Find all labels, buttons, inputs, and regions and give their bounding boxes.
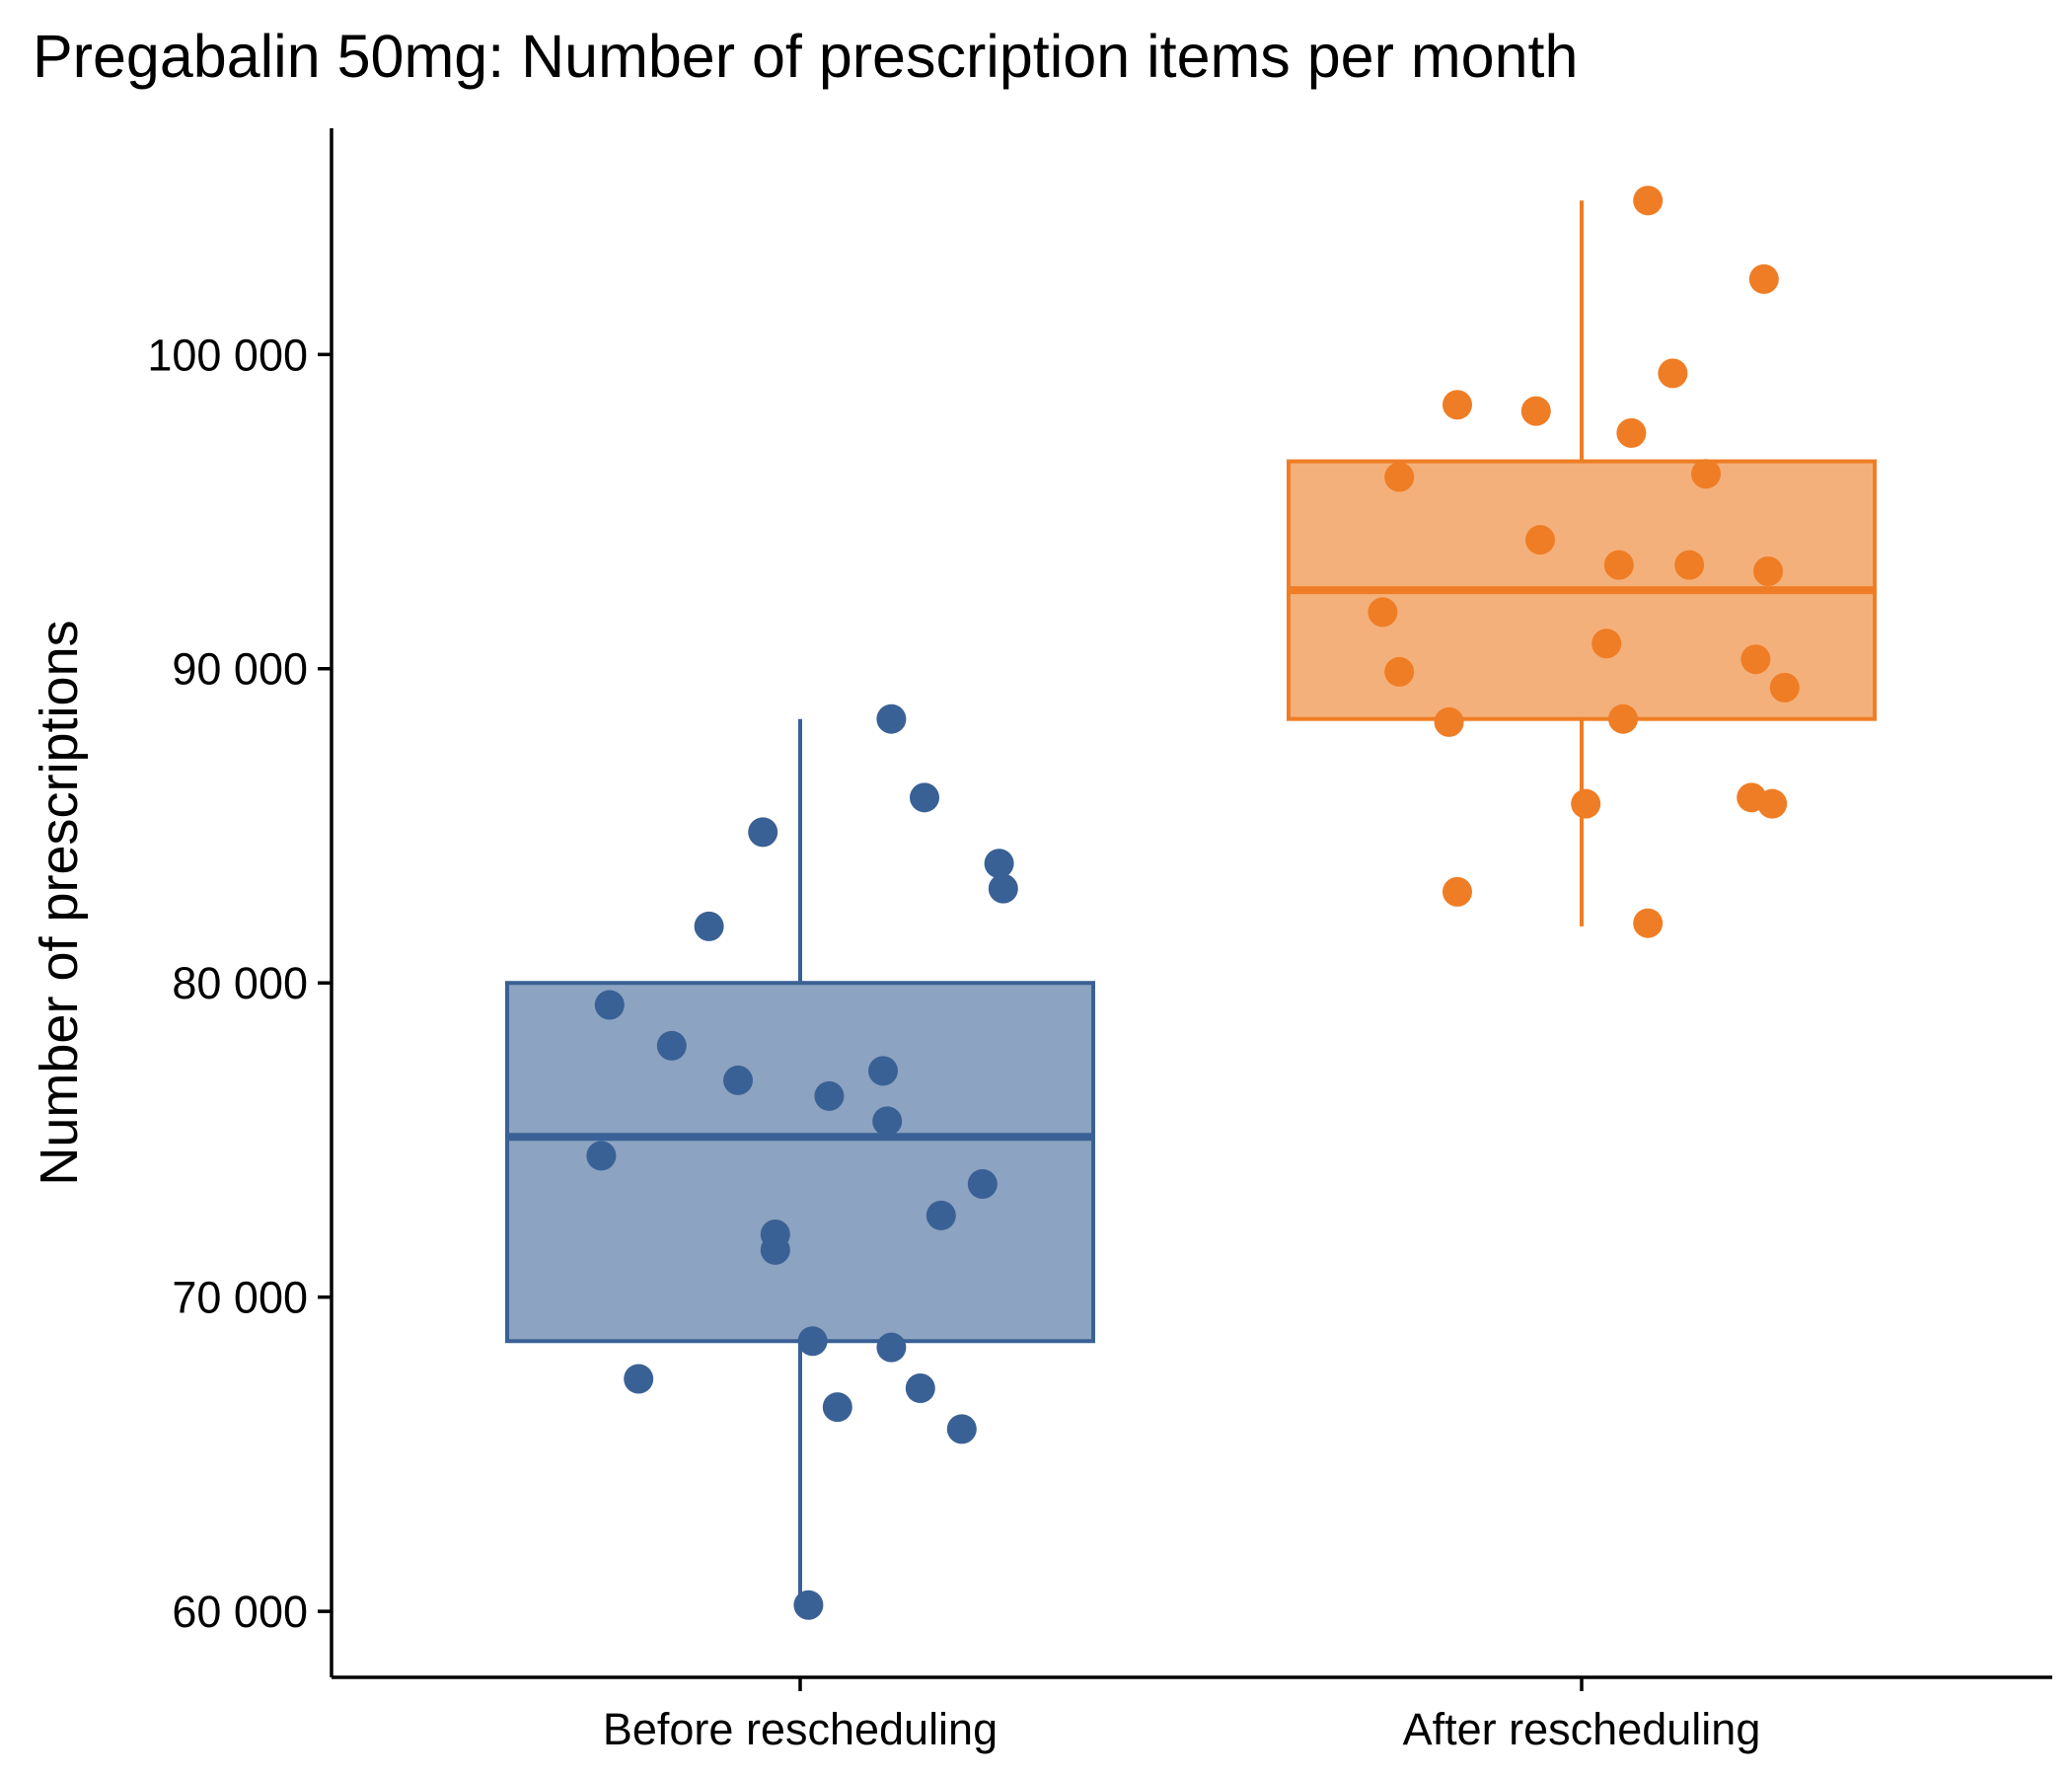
data-point-after-rescheduling — [1571, 788, 1601, 819]
y-tick-label: 90 000 — [172, 644, 308, 695]
data-point-before-rescheduling — [925, 1200, 956, 1230]
data-point-before-rescheduling — [876, 1332, 907, 1363]
data-point-after-rescheduling — [1591, 629, 1622, 659]
data-point-before-rescheduling — [876, 703, 907, 734]
axes-layer: 60 000 70 000 80 000 90 000 100 000 Before re… — [147, 128, 2052, 1754]
data-point-after-rescheduling — [1753, 556, 1783, 587]
data-point-after-rescheduling — [1633, 185, 1664, 216]
data-point-after-rescheduling — [1443, 390, 1472, 420]
data-point-before-rescheduling — [624, 1364, 654, 1394]
y-tick-label: 60 000 — [172, 1587, 308, 1637]
data-point-after-rescheduling — [1633, 908, 1664, 938]
data-point-before-rescheduling — [760, 1234, 790, 1265]
data-point-after-rescheduling — [1608, 703, 1638, 734]
data-point-before-rescheduling — [793, 1590, 824, 1620]
data-point-before-rescheduling — [984, 849, 1014, 879]
data-point-before-rescheduling — [872, 1106, 903, 1137]
data-point-after-rescheduling — [1757, 788, 1788, 819]
y-tick-label: 70 000 — [172, 1273, 308, 1323]
y-axis-label: Number of prescriptions — [30, 620, 89, 1185]
y-tick-label: 100 000 — [147, 330, 308, 380]
data-point-before-rescheduling — [910, 782, 939, 813]
data-point-after-rescheduling — [1434, 706, 1464, 737]
data-point-before-rescheduling — [694, 911, 724, 941]
data-point-after-rescheduling — [1384, 462, 1415, 492]
data-point-after-rescheduling — [1616, 417, 1647, 448]
data-point-after-rescheduling — [1769, 672, 1800, 703]
data-point-before-rescheduling — [967, 1169, 998, 1200]
x-tick-label: After rescheduling — [1403, 1704, 1761, 1754]
data-point-before-rescheduling — [946, 1414, 977, 1444]
data-point-after-rescheduling — [1443, 876, 1472, 907]
x-tick-label: Before rescheduling — [603, 1704, 998, 1754]
data-point-before-rescheduling — [586, 1141, 617, 1171]
data-point-after-rescheduling — [1603, 550, 1634, 580]
data-point-before-rescheduling — [988, 873, 1018, 904]
chart-title: Pregabalin 50mg: Number of prescription … — [33, 23, 1579, 90]
data-point-before-rescheduling — [822, 1392, 852, 1423]
data-point-after-rescheduling — [1520, 396, 1551, 426]
data-point-after-rescheduling — [1368, 597, 1398, 628]
data-point-before-rescheduling — [594, 990, 625, 1020]
data-point-after-rescheduling — [1658, 358, 1688, 389]
boxes-layer — [505, 200, 1877, 1605]
data-point-after-rescheduling — [1740, 644, 1771, 675]
data-point-before-rescheduling — [905, 1373, 935, 1404]
data-point-before-rescheduling — [723, 1065, 753, 1095]
points-layer — [586, 185, 1800, 1620]
y-tick-label: 80 000 — [172, 958, 308, 1008]
data-point-after-rescheduling — [1384, 656, 1415, 687]
data-point-before-rescheduling — [748, 817, 778, 848]
data-point-after-rescheduling — [1525, 525, 1555, 555]
data-point-before-rescheduling — [814, 1080, 845, 1111]
data-point-after-rescheduling — [1674, 550, 1705, 580]
data-point-after-rescheduling — [1748, 263, 1779, 294]
data-point-after-rescheduling — [1691, 459, 1721, 489]
data-point-before-rescheduling — [868, 1056, 898, 1086]
data-point-before-rescheduling — [797, 1326, 828, 1357]
data-point-before-rescheduling — [656, 1030, 687, 1061]
